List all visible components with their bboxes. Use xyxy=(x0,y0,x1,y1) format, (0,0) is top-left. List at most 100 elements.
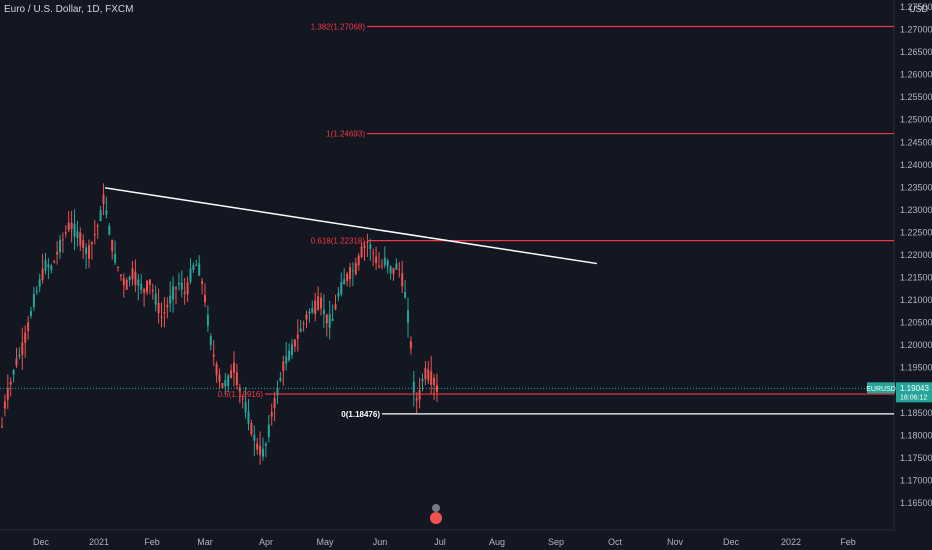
candle-body xyxy=(192,265,195,270)
candle xyxy=(407,297,409,338)
candle-body xyxy=(189,268,192,282)
price-tick-label: 1.27000 xyxy=(900,25,932,35)
candle-body xyxy=(154,293,157,305)
candle-body xyxy=(105,210,108,215)
candle-body xyxy=(360,246,363,257)
candle-body xyxy=(90,242,93,245)
candle-body xyxy=(180,282,183,290)
candle-body xyxy=(61,239,64,241)
candle xyxy=(198,255,201,277)
candle-body xyxy=(114,253,117,263)
candle-body xyxy=(128,276,131,281)
candle xyxy=(250,419,253,437)
time-tick-label: Oct xyxy=(608,537,623,547)
event-marker-icon[interactable] xyxy=(430,504,442,524)
candle-body xyxy=(372,252,375,254)
time-tick-label: Jun xyxy=(373,537,388,547)
candle-body xyxy=(56,252,59,255)
candle-body xyxy=(296,334,299,339)
price-axis[interactable]: 1.27500 1.27000 1.26500 1.26000 1.25500 1.250… xyxy=(900,2,932,508)
event-marker-icon[interactable] xyxy=(432,504,440,512)
price-tick-label: 1.25000 xyxy=(900,115,932,125)
time-tick-label: 2021 xyxy=(89,537,109,547)
candle xyxy=(380,259,383,270)
candle xyxy=(117,266,119,272)
candle xyxy=(282,355,285,386)
candle-body xyxy=(85,247,88,254)
candle-body xyxy=(102,194,105,204)
candle xyxy=(291,339,293,359)
candle xyxy=(195,259,198,267)
fib-level-label: 1.382(1.27068) xyxy=(311,22,366,31)
candle xyxy=(267,414,270,443)
candle-body xyxy=(363,245,366,248)
candle xyxy=(241,394,244,409)
candle xyxy=(401,260,404,294)
candle xyxy=(177,272,180,291)
candle xyxy=(325,314,328,337)
candle xyxy=(285,341,288,371)
candle xyxy=(427,361,430,385)
candle-body xyxy=(349,267,351,280)
candle xyxy=(235,363,238,390)
fib-extension[interactable]: 1.382(1.27068) 1(1.24693) 0.618(1.22318) 0.… xyxy=(218,22,894,419)
candle xyxy=(375,246,378,270)
candle-body xyxy=(41,268,44,280)
event-marker-icon[interactable] xyxy=(430,512,442,524)
candle xyxy=(244,386,247,419)
currency-label[interactable]: USD xyxy=(908,4,928,14)
candlestick-series[interactable] xyxy=(1,183,438,465)
candle-body xyxy=(119,274,122,276)
candle xyxy=(189,258,192,285)
candle-body xyxy=(125,280,128,290)
candle xyxy=(233,351,235,387)
candle-body xyxy=(73,223,76,237)
price-tick-label: 1.26500 xyxy=(900,47,932,57)
candle-body xyxy=(351,270,354,272)
symbol-tag xyxy=(867,382,895,394)
candle-body xyxy=(383,257,386,266)
last-price-value: 1.19043 xyxy=(900,384,929,393)
candle xyxy=(201,278,204,295)
candle-body xyxy=(340,282,343,295)
candle xyxy=(172,276,175,313)
candle xyxy=(264,441,267,458)
candle-body xyxy=(122,277,125,286)
candle-body xyxy=(325,314,328,324)
candle-body xyxy=(375,256,378,264)
candle xyxy=(253,425,256,457)
candle xyxy=(27,315,30,340)
candle-body xyxy=(415,398,418,401)
candle xyxy=(273,391,276,422)
candle xyxy=(305,310,308,328)
candle-body xyxy=(421,378,424,382)
candle-body xyxy=(47,264,50,268)
price-tick-label: 1.20000 xyxy=(900,340,932,350)
price-tick-label: 1.18500 xyxy=(900,408,932,418)
time-tick-label: Mar xyxy=(197,537,213,547)
time-tick-label: Jul xyxy=(434,537,446,547)
candle-body xyxy=(273,397,276,409)
candle xyxy=(378,252,380,269)
candle xyxy=(186,276,189,302)
trendline[interactable] xyxy=(104,187,598,265)
candle-body xyxy=(230,370,233,379)
candle-body xyxy=(3,401,6,409)
candle xyxy=(230,364,233,379)
candle-body xyxy=(354,263,357,275)
candle xyxy=(50,263,53,274)
candle xyxy=(360,241,363,259)
candle xyxy=(93,220,96,245)
candle-body xyxy=(50,265,53,271)
candle-body xyxy=(386,260,389,267)
candle-body xyxy=(392,267,395,274)
time-tick-label: Dec xyxy=(723,537,740,547)
time-tick-label: Sep xyxy=(548,537,564,547)
candle-body xyxy=(247,411,250,424)
candle xyxy=(209,333,212,351)
time-axis[interactable]: Dec 2021 Feb Mar Apr May Jun Jul Aug Sep Oct Nov Dec… xyxy=(33,537,856,547)
candle-body xyxy=(427,369,430,381)
candle-body xyxy=(244,401,247,413)
